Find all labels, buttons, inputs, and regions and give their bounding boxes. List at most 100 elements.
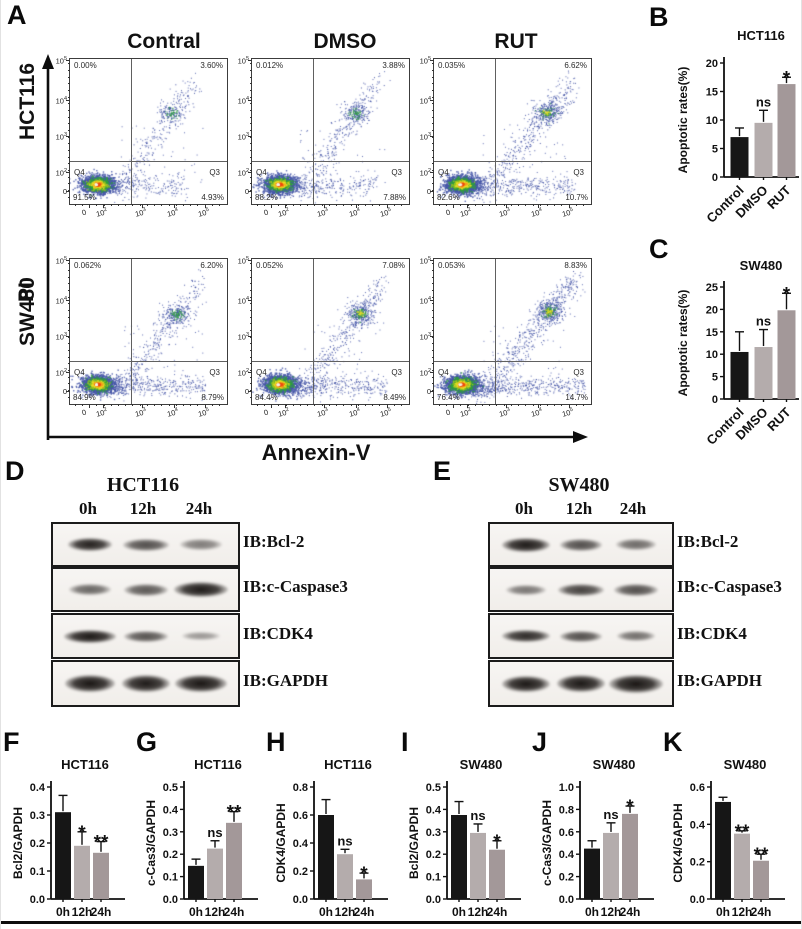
x-category-label: 24h — [487, 905, 508, 919]
flow-x-tick-label: 0 — [80, 407, 88, 418]
flow-x-tick-mark — [205, 204, 207, 208]
quadrant-ur-percent: 8.83% — [564, 261, 587, 270]
flow-x-tick-mark — [355, 204, 357, 208]
flow-x-tick-mark — [142, 204, 144, 208]
panel-f-letter: F — [3, 727, 20, 757]
x-category-label: 24h — [354, 905, 375, 919]
flow-y-tick-label: 103 — [55, 331, 67, 342]
flow-x-tick-label: 103 — [316, 406, 329, 419]
panel-i-letter: I — [401, 727, 409, 757]
y-tick-label: 0.6 — [559, 827, 574, 839]
y-tick-label: 0.0 — [426, 894, 441, 906]
quadrant-gate-vertical — [495, 259, 497, 404]
chart-title: SW480 — [593, 757, 636, 772]
quadrant-q4-label: Q4 — [74, 168, 85, 178]
bar-RUT — [777, 84, 796, 177]
protein-band — [174, 582, 228, 597]
flow-y-tick-label: 105 — [55, 256, 67, 266]
flow-y-tick-label: 0 — [426, 186, 431, 196]
y-tick-label: 0.0 — [163, 894, 178, 906]
flow-plot-sw480-dmso: 0.052% 7.08% Q4 84.4% Q3 8.49% 105 104 103… — [238, 256, 410, 419]
panel-a-col-header-dmso: DMSO — [313, 30, 377, 53]
panel-a-col-header-rut: RUT — [494, 30, 538, 53]
panel-e-title: SW480 — [548, 474, 610, 496]
chart-title: HCT116 — [61, 757, 109, 772]
blot-hct116-gapdh — [51, 660, 240, 707]
quadrant-q3-label: Q3 — [391, 168, 402, 178]
flow-x-tick-mark — [537, 204, 539, 208]
flow-scatter-canvas — [434, 259, 591, 404]
protein-band — [123, 583, 168, 596]
blot-hct116-c-caspase3 — [51, 567, 240, 612]
protein-band — [560, 538, 602, 551]
sig-label: ns — [337, 833, 352, 848]
flow-y-tick-label: 102 — [237, 168, 249, 178]
protein-band — [182, 632, 220, 640]
flow-y-tick-mark — [430, 372, 434, 374]
flow-x-tick-mark — [102, 204, 104, 208]
ib-label-bcl2-d: IB:Bcl-2 — [243, 532, 305, 551]
flow-y-tick-label: 104 — [419, 295, 431, 306]
flow-y-tick-mark — [66, 172, 70, 174]
flow-y-tick-mark — [66, 135, 70, 137]
flow-x-tick-mark — [102, 404, 104, 408]
flow-x-tick-mark — [452, 404, 454, 408]
sig-label: ** — [735, 822, 750, 843]
chart-i-svg: 0.0 0.1 0.2 0.3 0.4 0.5 0h ns 12h * 24h SW480 Bcl2/G… — [407, 757, 521, 919]
x-category-label: 0h — [189, 905, 203, 919]
flow-y-tick-mark — [66, 259, 70, 261]
flow-x-tick-label: 0 — [262, 407, 270, 418]
panel-d-letter: D — [5, 456, 25, 486]
y-axis-label: c-Cas3/GAPDH — [144, 800, 158, 886]
y-tick-label: 10 — [706, 115, 718, 127]
chart-title: SW480 — [724, 757, 767, 772]
y-tick-label: 0.3 — [163, 827, 178, 839]
y-tick-label: 0.6 — [690, 782, 705, 794]
flow-x-tick-mark — [466, 204, 468, 208]
y-tick-label: 0 — [712, 172, 718, 184]
flow-y-tick-mark — [248, 390, 252, 392]
quadrant-gate-vertical — [131, 59, 133, 204]
x-category-label: 12h — [72, 905, 93, 919]
quadrant-q3-percent: 14.7% — [565, 393, 588, 402]
y-tick-label: 0.2 — [690, 857, 705, 869]
bar-24h — [622, 813, 638, 899]
ib-label-cdk4-d: IB:CDK4 — [243, 624, 313, 643]
ib-label-bcl2-e: IB:Bcl-2 — [677, 532, 739, 551]
x-category-label: 24h — [91, 905, 112, 919]
flow-y-tick-mark — [66, 190, 70, 192]
sig-label: ** — [227, 803, 242, 824]
flow-y-tick-mark — [66, 59, 70, 61]
y-tick-label: 0.1 — [426, 872, 441, 884]
flow-y-tick-mark — [430, 99, 434, 101]
flow-x-tick-mark — [88, 404, 90, 408]
quadrant-gate-vertical — [495, 59, 497, 204]
y-axis-label: CDK4/GAPDH — [274, 803, 288, 882]
quadrant-gate-horizontal — [434, 360, 591, 362]
sig-label: * — [783, 284, 791, 305]
sig-label: * — [626, 797, 634, 818]
quadrant-ul-percent: 0.052% — [256, 261, 284, 270]
flow-x-tick-mark — [324, 404, 326, 408]
blot-sw480-cdk4 — [488, 613, 674, 659]
flow-y-tick-mark — [248, 372, 252, 374]
protein-band — [180, 539, 222, 550]
flow-y-tick-mark — [248, 59, 252, 61]
blot-hct116-cdk4 — [51, 613, 240, 659]
sig-label: * — [783, 68, 791, 89]
x-category-label: 12h — [335, 905, 356, 919]
panel-d-lane-24h: 24h — [185, 499, 213, 518]
quadrant-q3-percent: 8.79% — [201, 393, 224, 402]
flow-y-tick-mark — [248, 190, 252, 192]
bar-12h — [74, 845, 90, 899]
panel-h-chart: H 0.0 0.2 0.4 0.6 0.8 0h ns 12h * 24h HCT116 CDK4/G… — [264, 727, 397, 927]
bar-24h — [356, 879, 372, 899]
protein-band — [560, 630, 602, 642]
x-category-label: 0h — [56, 905, 70, 919]
panel-d-lane-0h: 0h — [79, 499, 97, 518]
flow-y-tick-mark — [248, 335, 252, 337]
flow-x-tick-label: 103 — [134, 406, 147, 419]
flow-y-tick-label: 0 — [62, 186, 67, 196]
protein-band — [557, 675, 605, 692]
